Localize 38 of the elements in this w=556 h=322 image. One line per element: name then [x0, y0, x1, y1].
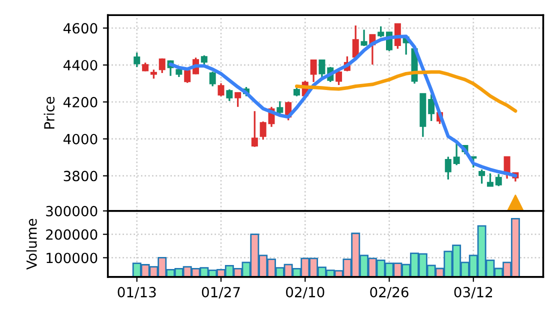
- x-tick-label: 03/12: [454, 286, 492, 298]
- y-tick-label: 4400: [63, 60, 98, 70]
- candlestick: [360, 28, 368, 47]
- candlestick: [444, 156, 452, 180]
- y-tick-label: 4200: [63, 96, 98, 108]
- x-tick-label: 02/26: [370, 286, 408, 298]
- candlestick: [234, 92, 242, 108]
- y-axis-title: Volume: [26, 218, 37, 270]
- candlestick: [226, 88, 233, 102]
- candlestick: [200, 54, 208, 66]
- candlestick: [336, 70, 342, 86]
- y-axis-title: Price: [44, 96, 55, 129]
- candlestick: [478, 168, 486, 184]
- y-tick-label: 3800: [64, 170, 98, 182]
- candlestick: [453, 142, 460, 166]
- candlestick: [310, 59, 317, 83]
- candlestick: [184, 68, 191, 84]
- candlestick: [134, 52, 140, 68]
- y-tick-label: 100000: [46, 252, 98, 264]
- candlestick: [218, 82, 224, 98]
- x-tick-label: 01/13: [118, 286, 156, 298]
- y-tick-label: 200000: [46, 229, 98, 240]
- candlestick: [428, 94, 435, 122]
- x-tick-label: 01/27: [202, 286, 240, 298]
- y-tick-label: 4000: [63, 134, 98, 144]
- candlestick: [352, 24, 359, 58]
- candlestick: [495, 173, 502, 187]
- candlestick: [251, 110, 258, 148]
- candlestick: [486, 172, 494, 187]
- y-tick-label: 4600: [63, 23, 98, 34]
- candlestick: [276, 100, 284, 114]
- candlestick: [209, 70, 216, 88]
- line-series: [294, 70, 518, 113]
- x-tick-label: 02/10: [286, 286, 324, 298]
- candlestick: [378, 26, 384, 38]
- candlestick: [150, 68, 157, 80]
- candlestick: [158, 58, 166, 74]
- y-tick-label: 300000: [46, 206, 98, 216]
